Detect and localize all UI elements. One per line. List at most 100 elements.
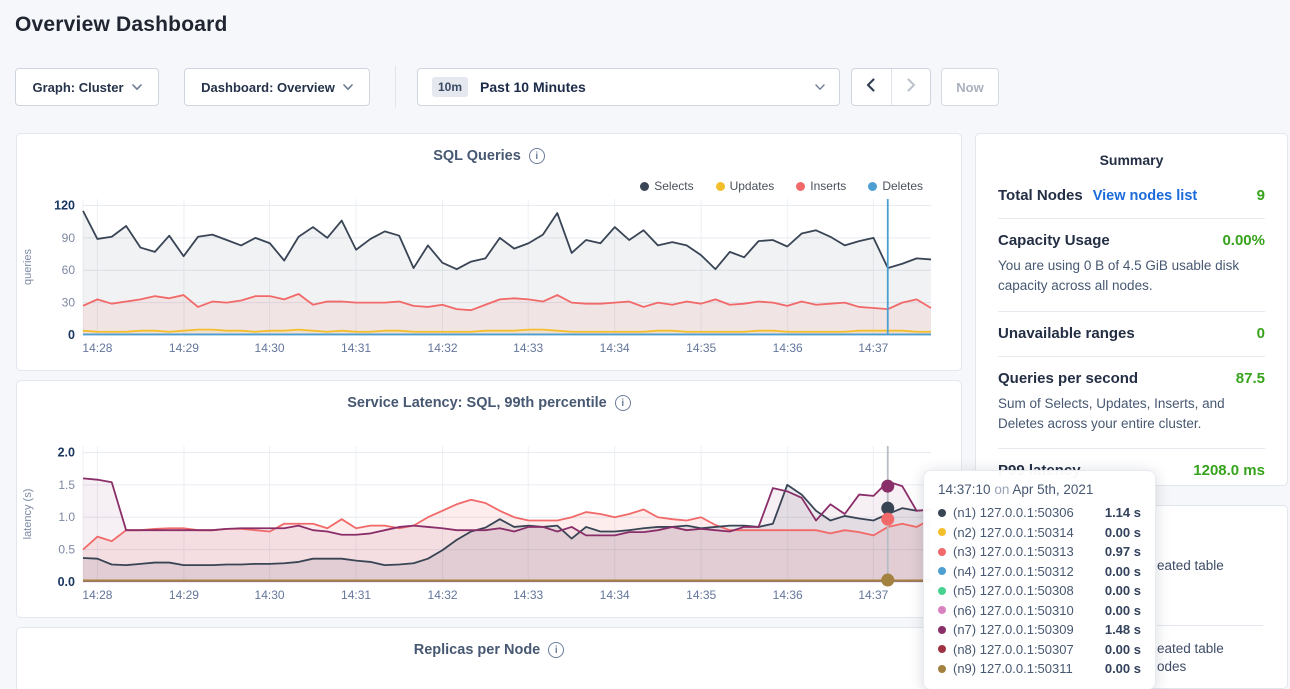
svg-text:14:36: 14:36: [773, 341, 803, 355]
svg-text:30: 30: [62, 296, 76, 310]
tooltip-node-label: (n2) 127.0.0.1:50314: [953, 524, 1074, 540]
svg-text:14:35: 14:35: [686, 341, 716, 355]
tooltip-node-row: (n6) 127.0.0.1:50310 0.00 s: [938, 601, 1141, 621]
tooltip-node-row: (n1) 127.0.0.1:50306 1.14 s: [938, 503, 1141, 523]
legend-dot-icon: [715, 181, 725, 191]
tooltip-node-row: (n4) 127.0.0.1:50312 0.00 s: [938, 562, 1141, 582]
svg-text:14:28: 14:28: [82, 588, 112, 602]
svg-text:90: 90: [62, 231, 76, 245]
event-text-fragment: eated table: [1157, 641, 1224, 656]
now-button[interactable]: Now: [941, 68, 999, 106]
chevron-down-icon: [343, 82, 353, 92]
svg-text:0.0: 0.0: [58, 575, 75, 589]
node-color-dot-icon: [938, 508, 946, 517]
chevron-left-icon: [864, 77, 878, 98]
time-back-button[interactable]: [852, 69, 891, 105]
unavailable-ranges-label: Unavailable ranges: [998, 324, 1135, 342]
view-nodes-list-link[interactable]: View nodes list: [1092, 188, 1198, 204]
time-range-badge: 10m: [432, 77, 469, 97]
p99-latency-value: 1208.0 ms: [1193, 462, 1265, 479]
tooltip-node-label: (n6) 127.0.0.1:50310: [953, 602, 1074, 618]
tooltip-node-row: (n3) 127.0.0.1:50313 0.97 s: [938, 542, 1141, 562]
svg-text:14:29: 14:29: [169, 588, 199, 602]
svg-text:2.0: 2.0: [58, 445, 75, 459]
summary-row-qps: Queries per second 87.5 Sum of Selects, …: [998, 357, 1265, 449]
replicas-per-node-title: Replicas per Node: [413, 642, 541, 658]
summary-panel: Summary Total Nodes View nodes list 9 Ca…: [975, 133, 1288, 486]
svg-text:14:34: 14:34: [600, 341, 630, 355]
svg-text:1.0: 1.0: [58, 510, 75, 524]
chevron-right-icon: [904, 77, 918, 98]
svg-text:14:32: 14:32: [428, 588, 458, 602]
legend-item[interactable]: Selects: [640, 179, 694, 193]
legend-item[interactable]: Deletes: [868, 179, 923, 193]
qps-value: 87.5: [1235, 369, 1265, 387]
svg-text:14:28: 14:28: [82, 341, 112, 355]
page-title: Overview Dashboard: [15, 13, 228, 36]
info-icon[interactable]: i: [548, 642, 565, 658]
tooltip-node-label: (n4) 127.0.0.1:50312: [953, 563, 1074, 579]
tooltip-node-row: (n8) 127.0.0.1:50307 0.00 s: [938, 640, 1141, 660]
svg-text:14:31: 14:31: [341, 588, 371, 602]
service-latency-chart[interactable]: 14:28 14:29 14:30 14:31 14:32 14:33 14:34 14:35…: [17, 436, 961, 604]
legend-item[interactable]: Inserts: [796, 179, 846, 193]
svg-text:60: 60: [62, 263, 76, 277]
event-text-fragment: eated table: [1157, 558, 1224, 573]
graph-dropdown[interactable]: Graph: Cluster: [15, 68, 159, 106]
legend-label: Deletes: [882, 179, 923, 193]
chart-hover-tooltip: 14:37:10 on Apr 5th, 2021 (n1) 127.0.0.1…: [923, 470, 1156, 689]
tooltip-node-row: (n7) 127.0.0.1:50309 1.48 s: [938, 620, 1141, 640]
tooltip-node-label: (n3) 127.0.0.1:50313: [953, 544, 1074, 560]
service-latency-title: Service Latency: SQL, 99th percentile: [347, 395, 607, 411]
legend-label: Updates: [729, 179, 775, 193]
info-icon[interactable]: i: [614, 395, 631, 411]
svg-text:14:32: 14:32: [428, 341, 458, 355]
tooltip-node-value: 0.97 s: [1104, 544, 1141, 560]
node-color-dot-icon: [938, 625, 946, 634]
svg-text:14:31: 14:31: [341, 341, 371, 355]
chevron-down-icon: [131, 82, 142, 92]
tooltip-node-value: 0.00 s: [1104, 602, 1141, 618]
sql-queries-legend: Selects Updates Inserts Deletes: [640, 179, 923, 193]
svg-text:14:33: 14:33: [513, 588, 543, 602]
time-forward-button[interactable]: [890, 69, 931, 105]
service-latency-card: Service Latency: SQL, 99th percentile i …: [16, 380, 962, 618]
capacity-usage-label: Capacity Usage: [998, 232, 1110, 249]
tooltip-node-label: (n5) 127.0.0.1:50308: [953, 583, 1074, 599]
tooltip-node-label: (n8) 127.0.0.1:50307: [953, 641, 1074, 657]
tooltip-node-value: 0.00 s: [1104, 641, 1141, 657]
sql-queries-chart[interactable]: 14:28 14:29 14:30 14:31 14:32 14:33 14:34 14:35…: [17, 189, 961, 357]
total-nodes-value: 9: [1256, 187, 1265, 204]
tooltip-node-value: 1.48 s: [1104, 622, 1141, 638]
tooltip-node-row: (n9) 127.0.0.1:50311 0.00 s: [938, 659, 1141, 679]
sql-queries-title: SQL Queries: [433, 148, 521, 164]
legend-dot-icon: [868, 181, 878, 191]
summary-row-capacity: Capacity Usage 0.00% You are using 0 B o…: [998, 219, 1265, 312]
time-step-buttons: [851, 68, 931, 106]
node-color-dot-icon: [938, 528, 946, 537]
replicas-per-node-card: Replicas per Node i: [16, 627, 962, 689]
svg-text:1.5: 1.5: [58, 478, 75, 492]
svg-text:14:35: 14:35: [686, 588, 716, 602]
dashboard-dropdown-label: Dashboard: Overview: [201, 79, 335, 95]
event-text-fragment: odes: [1157, 659, 1187, 674]
svg-text:0.5: 0.5: [58, 543, 75, 557]
legend-label: Selects: [654, 179, 694, 193]
tooltip-node-row: (n2) 127.0.0.1:50314 0.00 s: [938, 523, 1141, 543]
svg-text:0: 0: [68, 328, 75, 342]
graph-dropdown-label: Graph: Cluster: [32, 79, 124, 95]
tooltip-timestamp: 14:37:10 on Apr 5th, 2021: [938, 482, 1094, 497]
tooltip-node-label: (n7) 127.0.0.1:50309: [953, 622, 1074, 638]
time-range-picker[interactable]: 10m Past 10 Minutes: [417, 68, 840, 106]
svg-text:14:29: 14:29: [169, 341, 199, 355]
svg-text:14:30: 14:30: [255, 588, 285, 602]
svg-text:14:34: 14:34: [600, 588, 630, 602]
legend-item[interactable]: Updates: [715, 179, 775, 193]
tooltip-node-value: 1.14 s: [1104, 505, 1141, 521]
legend-label: Inserts: [810, 179, 847, 193]
info-icon[interactable]: i: [528, 148, 545, 164]
dashboard-dropdown[interactable]: Dashboard: Overview: [184, 68, 370, 106]
chevron-down-icon: [815, 82, 825, 92]
node-color-dot-icon: [938, 606, 946, 615]
svg-text:14:37: 14:37: [858, 588, 888, 602]
